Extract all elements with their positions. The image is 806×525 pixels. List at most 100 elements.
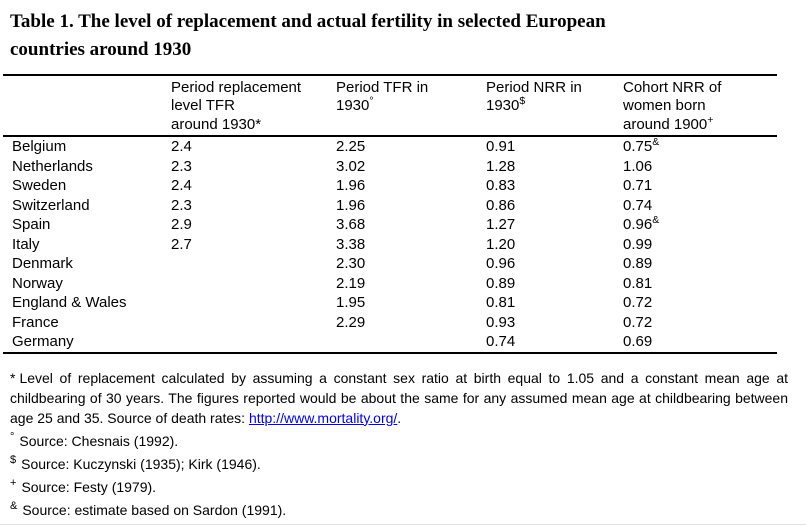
cohort-value: 0.89 <box>623 255 653 273</box>
col-header-period-tfr: Period TFR in 1930° <box>336 73 486 138</box>
header-line: around 1900 <box>623 115 708 133</box>
cell-country: Norway <box>12 274 63 292</box>
cohort-value: 0.69 <box>623 333 653 351</box>
footnote-star-period: . <box>397 409 402 426</box>
cell-country: Spain <box>12 216 51 234</box>
table-row: Germany 0.74 0.69 <box>3 332 777 354</box>
table-row: Norway 2.19 0.89 0.81 <box>3 274 777 294</box>
cell-period-tfr: 2.19 <box>336 274 366 292</box>
cell-period-nrr: 0.93 <box>486 313 516 331</box>
footnote-marker-degree: ° <box>10 431 15 444</box>
header-row: Period replacement level TFR around 1930* … <box>3 73 777 138</box>
cell-replacement-tfr: 2.4 <box>171 177 192 195</box>
cell-replacement-tfr <box>171 332 336 354</box>
col-header-country <box>3 73 171 138</box>
cell-cohort-nrr: 0.96& <box>623 215 777 235</box>
cell-cohort-nrr: 0.99 <box>623 235 777 255</box>
col-header-cohort-nrr: Cohort NRR of women born around 1900+ <box>623 73 777 138</box>
col-header-period-nrr: Period NRR in 1930$ <box>486 73 623 138</box>
cohort-value: 0.96 <box>623 216 653 234</box>
cell-period-tfr: 2.29 <box>336 313 366 331</box>
cohort-value: 0.99 <box>623 235 653 253</box>
title-line-2: countries around 1930 <box>10 38 192 60</box>
cell-period-tfr: 1.95 <box>336 294 366 312</box>
cell-period-tfr: 2.25 <box>336 138 366 156</box>
cell-period-nrr: 1.28 <box>486 157 516 175</box>
cohort-value: 0.81 <box>623 274 653 292</box>
table-row: England & Wales 1.95 0.81 0.72 <box>3 293 777 313</box>
cell-country: Switzerland <box>12 196 90 214</box>
cell-period-nrr: 0.89 <box>486 274 516 292</box>
cohort-value: 0.72 <box>623 294 653 312</box>
footnote-marker-star: * <box>10 369 16 386</box>
cell-replacement-tfr: 2.4 <box>171 138 192 156</box>
footnote-ref-dollar: $ <box>519 95 526 108</box>
cohort-value: 1.06 <box>623 157 653 175</box>
col-header-replacement-tfr: Period replacement level TFR around 1930* <box>171 73 336 138</box>
footnote-marker-amp: & <box>10 500 18 513</box>
cell-cohort-nrr: 0.69 <box>623 332 777 354</box>
table-row: Denmark 2.30 0.96 0.89 <box>3 254 777 274</box>
cell-country: Denmark <box>12 255 73 273</box>
cell-period-nrr: 0.83 <box>486 177 516 195</box>
cohort-value: 0.71 <box>623 177 653 195</box>
footnote-marker-dollar: $ <box>10 454 17 467</box>
header-line: 1930 <box>336 97 370 115</box>
table-row: Belgium 2.4 2.25 0.91 0.75& <box>3 136 777 157</box>
cell-country: Germany <box>3 332 171 354</box>
cell-period-nrr: 0.81 <box>486 294 516 312</box>
footnote-kuczynski-kirk: $ Source: Kuczynski (1935); Kirk (1946). <box>10 455 788 474</box>
cell-period-nrr: 1.20 <box>486 235 516 253</box>
footnote-text: Source: Festy (1979). <box>21 478 157 495</box>
cell-replacement-tfr <box>171 313 336 333</box>
cell-period-nrr: 0.74 <box>486 332 623 354</box>
cell-period-nrr: 0.91 <box>486 138 516 156</box>
header-line: 1930 <box>486 97 520 115</box>
header-line: around 1930* <box>171 115 262 133</box>
cell-cohort-nrr: 0.72 <box>623 293 777 313</box>
header-line: Cohort NRR of <box>623 79 722 96</box>
cohort-value: 0.74 <box>623 196 653 214</box>
cell-country: Italy <box>12 235 40 253</box>
cell-replacement-tfr <box>171 274 336 294</box>
title-line-1: Table 1. The level of replacement and ac… <box>10 11 606 32</box>
cell-cohort-nrr: 1.06 <box>623 157 777 177</box>
cohort-value: 0.72 <box>623 313 653 331</box>
header-line: Period replacement <box>171 79 302 96</box>
cohort-value: 0.75 <box>623 138 653 156</box>
footnotes: * Level of replacement calculated by assu… <box>10 368 788 520</box>
cell-period-tfr: 3.02 <box>336 157 366 175</box>
cell-replacement-tfr: 2.3 <box>171 157 192 175</box>
mortality-org-link[interactable]: http://www.mortality.org/ <box>248 409 398 426</box>
cell-period-nrr: 1.27 <box>486 216 516 234</box>
fertility-table: Period replacement level TFR around 1930* … <box>3 73 777 354</box>
table-row: Spain 2.9 3.68 1.27 0.96& <box>3 215 777 235</box>
cell-period-tfr: 1.96 <box>336 177 366 195</box>
cell-country: Sweden <box>12 177 67 195</box>
cell-period-nrr: 0.86 <box>486 196 516 214</box>
table-row: Switzerland 2.3 1.96 0.86 0.74 <box>3 196 777 216</box>
cell-replacement-tfr <box>171 293 336 313</box>
footnote-ref-amp: & <box>652 136 660 149</box>
footnote-replacement-level: * Level of replacement calculated by assu… <box>10 368 788 428</box>
cell-period-tfr: 2.30 <box>336 255 366 273</box>
header-line: level TFR <box>171 97 235 115</box>
cell-replacement-tfr: 2.3 <box>171 196 192 214</box>
footnote-text: Source: estimate based on Sardon (1991). <box>22 501 287 518</box>
footnote-ref-plus: + <box>707 113 714 126</box>
cell-cohort-nrr: 0.89 <box>623 254 777 274</box>
header-line: Period TFR in <box>336 79 429 96</box>
cell-country: England & Wales <box>12 294 127 312</box>
table-row: Sweden 2.4 1.96 0.83 0.71 <box>3 176 777 196</box>
cell-cohort-nrr: 0.81 <box>623 274 777 294</box>
cell-period-tfr: 1.96 <box>336 196 366 214</box>
footnote-text: Source: Chesnais (1992). <box>19 432 179 449</box>
header-line: women born <box>623 97 706 115</box>
cell-country: Netherlands <box>12 157 93 175</box>
table-row: France 2.29 0.93 0.72 <box>3 313 777 333</box>
footnote-festy: + Source: Festy (1979). <box>10 478 788 497</box>
header-line: Period NRR in <box>486 79 582 96</box>
cell-replacement-tfr <box>171 254 336 274</box>
cell-cohort-nrr: 0.71 <box>623 176 777 196</box>
table-title: Table 1. The level of replacement and ac… <box>10 8 792 63</box>
